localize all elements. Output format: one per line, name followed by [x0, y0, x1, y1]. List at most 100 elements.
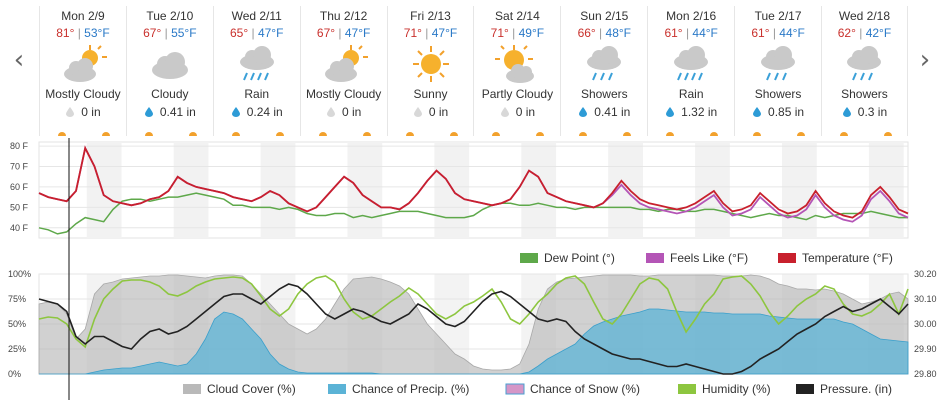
temp-tick-label: 60 F — [10, 182, 29, 192]
percent-tick-label: 0% — [8, 369, 21, 379]
day-precip: 0.41 in — [561, 105, 647, 119]
sunrise-sunset-icon — [492, 132, 545, 136]
high-temp: 81° — [56, 26, 75, 40]
day-column[interactable]: Tue 2/17 61° | 44°F Showers 0.85 in — [734, 6, 821, 136]
raindrop-icon — [66, 107, 75, 117]
day-date: Tue 2/10 — [146, 9, 194, 23]
high-temp: 71° — [490, 26, 509, 40]
day-temps: 62° | 42°F — [822, 26, 907, 40]
legend-swatch — [520, 253, 538, 263]
percent-tick-label: 100% — [8, 269, 31, 279]
legend-label: Chance of Snow (%) — [530, 382, 640, 396]
temp-separator: | — [595, 26, 606, 40]
precip-amount: 0.24 in — [246, 105, 283, 119]
raindrop-icon — [666, 107, 675, 117]
high-temp: 66° — [577, 26, 596, 40]
legend-label: Cloud Cover (%) — [207, 382, 296, 396]
legend-swatch — [678, 384, 696, 394]
day-precip: 1.32 in — [648, 105, 734, 119]
day-date: Fri 2/13 — [410, 9, 451, 23]
day-condition: Cloudy — [151, 87, 189, 101]
day-column[interactable]: Mon 2/16 61° | 44°F Rain 1.32 in — [647, 6, 734, 136]
legend-swatch — [183, 384, 201, 394]
legend-label: Chance of Precip. (%) — [352, 382, 469, 396]
prev-days-button[interactable]: ‹ — [13, 45, 25, 75]
day-condition: Rain — [244, 87, 270, 101]
day-condition: Rain — [678, 87, 704, 101]
pressure-tick-label: 30.00 — [914, 319, 937, 329]
legend-label: Dew Point (°) — [544, 251, 615, 265]
day-column[interactable]: Sat 2/14 71° | 49°F Partly Cloudy 0 in — [473, 6, 560, 136]
legend-swatch — [646, 253, 664, 263]
temp-separator: | — [335, 26, 345, 40]
sunrise-sunset-icon — [840, 132, 893, 136]
day-precip: 0.85 in — [735, 105, 821, 119]
low-temp: 47°F — [344, 26, 371, 40]
day-column[interactable]: Wed 2/18 62° | 42°F Showers 0.3 in — [821, 6, 908, 136]
precip-amount: 0 in — [81, 105, 101, 119]
rain-icon — [239, 46, 274, 81]
showers-icon — [847, 46, 882, 81]
day-condition: Showers — [841, 87, 888, 101]
sunrise-sunset-icon — [231, 132, 284, 136]
low-temp: 47°F — [257, 26, 284, 40]
day-column[interactable]: Wed 2/11 65° | 47°F Rain 0.24 in — [212, 6, 300, 136]
pressure-tick-label: 30.20 — [914, 269, 937, 279]
day-date: Sat 2/14 — [495, 9, 540, 23]
percent-tick-label: 25% — [8, 344, 26, 354]
day-precip: 0 in — [40, 105, 126, 119]
rain-icon — [674, 46, 709, 81]
showers-icon — [587, 46, 622, 81]
showers-icon — [761, 46, 796, 81]
temp-separator: | — [508, 26, 519, 40]
day-temps: 67° | 47°F — [301, 26, 387, 40]
legend-swatch — [505, 383, 525, 395]
low-temp: 44°F — [692, 26, 718, 40]
pressure-tick-label: 29.80 — [914, 369, 937, 379]
high-temp: 65° — [230, 26, 249, 40]
high-temp: 61° — [751, 26, 770, 40]
day-column[interactable]: Mon 2/9 81° | 53°F Mostly Cloudy 0 in — [39, 6, 126, 136]
sun-icon — [412, 46, 449, 82]
night-band — [260, 142, 296, 238]
day-condition: Showers — [580, 87, 628, 101]
low-temp: 55°F — [171, 26, 197, 40]
day-column[interactable]: Tue 2/10 67° | 55°F Cloudy 0.41 in — [125, 6, 213, 136]
day-condition: Mostly Cloudy — [45, 87, 121, 101]
temp-separator: | — [769, 26, 780, 40]
sunrise-sunset-icon — [58, 132, 110, 136]
partly-cloudy-icon — [324, 45, 368, 82]
day-date: Mon 2/9 — [61, 9, 105, 23]
precip-amount: 0.41 in — [159, 105, 196, 119]
high-temp: 67° — [143, 26, 162, 40]
temp-separator: | — [248, 26, 258, 40]
night-band — [347, 142, 383, 238]
night-band — [521, 142, 557, 238]
pressure-tick-label: 29.90 — [914, 344, 937, 354]
day-temps: 66° | 48°F — [561, 26, 647, 40]
legend-label: Humidity (%) — [702, 382, 771, 396]
temp-tick-label: 70 F — [10, 162, 29, 172]
sunrise-sunset-icon — [144, 132, 197, 136]
precip-amount: 0.85 in — [768, 105, 805, 119]
day-column[interactable]: Sun 2/15 66° | 48°F Showers 0.41 in — [560, 6, 647, 136]
temp-tick-label: 40 F — [10, 223, 29, 233]
next-days-button[interactable]: › — [919, 45, 931, 75]
sunrise-sunset-icon — [405, 132, 458, 136]
low-temp: 49°F — [518, 26, 545, 40]
day-date: Sun 2/15 — [580, 9, 629, 23]
series-line-pressure — [38, 283, 909, 375]
low-temp: 47°F — [431, 26, 458, 40]
series-line-humidity — [38, 275, 909, 349]
legend-label: Pressure. (in) — [820, 382, 892, 396]
legend-swatch — [796, 384, 814, 394]
precip-amount: 0 in — [428, 105, 449, 119]
day-temps: 81° | 53°F — [40, 26, 126, 40]
day-condition: Showers — [754, 87, 802, 101]
day-column[interactable]: Fri 2/13 71° | 47°F Sunny 0 in — [386, 6, 474, 136]
day-column[interactable]: Thu 2/12 67° | 47°F Mostly Cloudy 0 in — [299, 6, 387, 136]
night-band — [781, 142, 817, 238]
raindrop-icon — [413, 107, 422, 117]
precip-amount: 0 in — [341, 105, 362, 119]
partly-cloudy-icon — [63, 45, 107, 82]
